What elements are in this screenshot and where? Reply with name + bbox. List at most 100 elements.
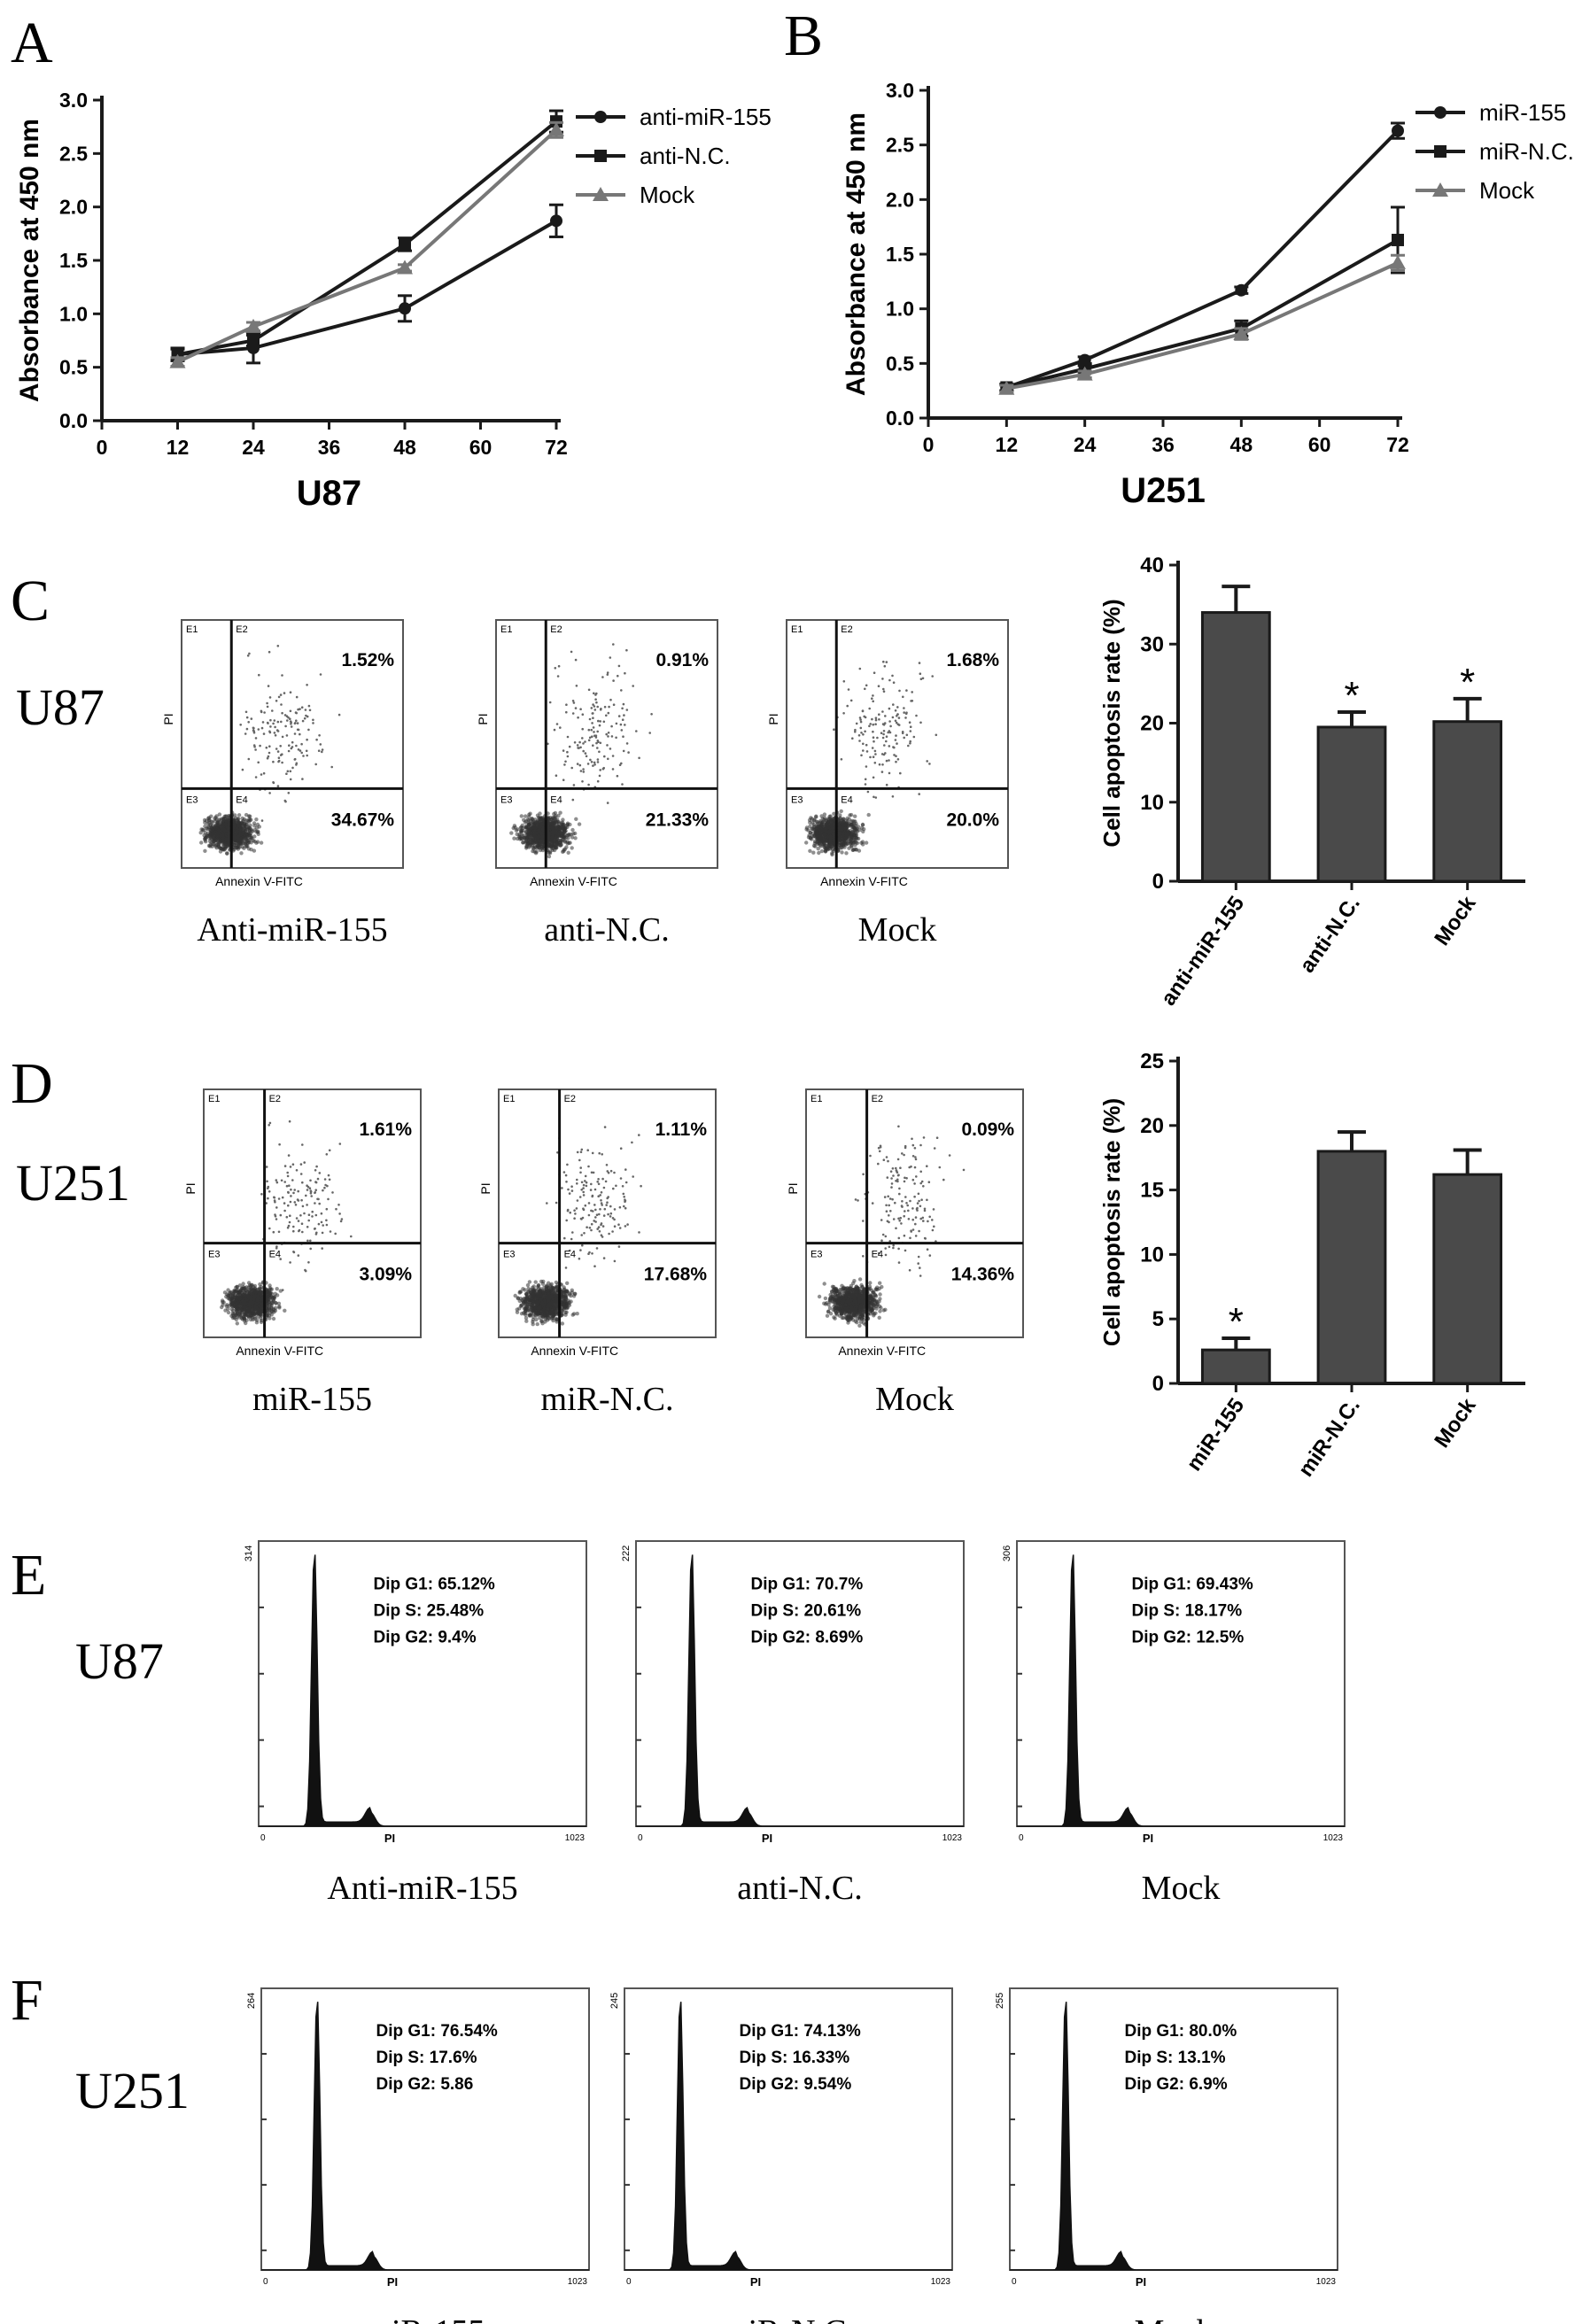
legend-label: Mock — [1479, 177, 1535, 204]
x-tick-label: 48 — [393, 436, 416, 459]
y-tick-label: 10 — [1140, 1243, 1164, 1267]
x-axis-label: Annexin V-FITC — [531, 1344, 618, 1358]
bar — [1316, 1150, 1387, 1385]
quadrant-label: E3 — [500, 794, 512, 805]
cycle-row-e: 314 Dip G1: 65.12% Dip S: 25.48% Dip G2: 9.… — [244, 1540, 1346, 1907]
g2-percent: Dip G2: 9.4% — [374, 1629, 477, 1647]
y-tick-label: 0 — [1152, 870, 1164, 894]
y-tick-label: 2.5 — [59, 142, 88, 165]
data-point — [397, 260, 413, 275]
lower-right-percent: 20.0% — [946, 810, 999, 830]
lower-right-percent: 17.68% — [644, 1265, 708, 1285]
upper-right-percent: 1.11% — [655, 1119, 708, 1140]
series-line — [1005, 129, 1400, 390]
data-point — [1233, 326, 1250, 341]
cycle-row-f: 264 Dip G1: 76.54% Dip S: 17.6% Dip G2: 5.8… — [246, 1987, 1338, 2324]
y-tick-label: 5 — [1152, 1307, 1164, 1331]
quadrant-label: E4 — [550, 794, 562, 805]
x-min-label: 0 — [263, 2277, 268, 2287]
y-max-label: 264 — [246, 1993, 257, 2009]
x-min-label: 0 — [1019, 1833, 1024, 1843]
x-max-label: 1023 — [1316, 2277, 1337, 2287]
dot-plot-Mock: E1 E2 E3 E4 1.68% 20.0% Annexin V-FITC PI Mock — [766, 619, 1009, 949]
data-point — [1392, 233, 1404, 246]
g1-percent: Dip G1: 65.12% — [374, 1576, 495, 1594]
s-percent: Dip S: 13.1% — [1125, 2049, 1226, 2067]
quadrant-label: E4 — [236, 794, 247, 805]
series-line — [177, 120, 558, 357]
lower-right-percent: 3.09% — [359, 1265, 412, 1285]
histogram-Mock: 255 Dip G1: 80.0% Dip S: 13.1% Dip G2: 6.9%… — [995, 1987, 1338, 2324]
g2-percent: Dip G2: 9.54% — [740, 2075, 852, 2094]
lower-right-percent: 14.36% — [951, 1265, 1015, 1285]
cell-cluster — [220, 1119, 353, 1326]
quadrant-label: E2 — [841, 624, 852, 635]
y-tick-label: 1.0 — [59, 302, 88, 325]
x-axis-label: PI — [387, 2275, 398, 2289]
quadrant-label: E2 — [550, 624, 562, 635]
legend-entry: anti-miR-155 — [576, 104, 772, 130]
data-point — [247, 334, 260, 347]
s-percent: Dip S: 25.48% — [374, 1602, 485, 1621]
g1-percent: Dip G1: 70.7% — [751, 1576, 864, 1594]
significance-mark: * — [1344, 674, 1359, 717]
dot-plot-miR-N.C.: E1 E2 E3 E4 1.11% 17.68% Annexin V-FITC PI miR-N… — [478, 1088, 717, 1418]
y-tick-label: 20 — [1140, 1114, 1164, 1138]
chart-b: 0.0 0.5 1.0 1.5 2.0 2.5 3.0 0 12 24 36 48 60 72 U251 Ab… — [842, 79, 1574, 510]
histogram-Anti-miR-155: 314 Dip G1: 65.12% Dip S: 25.48% Dip G2: 9.… — [244, 1540, 587, 1907]
x-max-label: 1023 — [931, 2277, 951, 2287]
y-tick-label: 25 — [1140, 1050, 1164, 1073]
sample-label: Mock — [1142, 1870, 1221, 1907]
chart-a: 0.0 0.5 1.0 1.5 2.0 2.5 3.0 0 12 24 36 48 60 72 U87 Abs… — [15, 89, 772, 513]
y-max-label: 255 — [995, 1993, 1005, 2009]
y-tick-label: 1.5 — [59, 249, 88, 272]
quadrant-label: E2 — [269, 1094, 281, 1104]
x-tick-label: 12 — [996, 433, 1019, 456]
category-label: miR-155 — [1183, 1394, 1250, 1476]
flow-row-c: E1 E2 E3 E4 1.52% 34.67% Annexin V-FITC PI Anti-… — [161, 619, 1009, 949]
upper-right-percent: 1.68% — [946, 650, 999, 670]
lower-right-percent: 21.33% — [646, 810, 710, 830]
s-percent: Dip S: 17.6% — [376, 2049, 477, 2067]
y-tick-label: 10 — [1140, 791, 1164, 815]
x-tick-label: 72 — [1386, 433, 1409, 456]
bar — [1432, 1173, 1503, 1385]
y-tick-label: 30 — [1140, 632, 1164, 656]
sample-label: anti-N.C. — [544, 911, 669, 949]
y-tick-label: 20 — [1140, 712, 1164, 736]
g1-percent: Dip G1: 80.0% — [1125, 2022, 1237, 2041]
x-axis-label: U251 — [1121, 471, 1206, 510]
bar — [1200, 1348, 1271, 1385]
data-point — [550, 214, 562, 228]
quadrant-label: E4 — [841, 794, 852, 805]
x-min-label: 0 — [260, 1833, 266, 1843]
bar-chart-d: 0 5 10 15 20 25 Cell apoptosis rate (%) * miR-15… — [1098, 1050, 1525, 1481]
data-point — [1235, 283, 1248, 297]
upper-right-percent: 0.91% — [655, 650, 709, 670]
data-point — [593, 187, 609, 201]
cell-cluster — [513, 1126, 642, 1327]
bar — [1200, 611, 1271, 883]
quadrant-label: E2 — [564, 1094, 576, 1104]
panel-label-f: F — [11, 1968, 43, 2033]
y-axis-label: Absorbance at 450 nm — [842, 112, 871, 396]
upper-right-percent: 0.09% — [961, 1119, 1014, 1140]
sample-label: Mock — [1135, 2313, 1214, 2324]
x-axis-label: PI — [750, 2275, 761, 2289]
x-tick-label: 36 — [318, 436, 341, 459]
sample-label: miR-N.C. — [541, 1381, 674, 1418]
quadrant-label: E3 — [503, 1250, 515, 1260]
sample-label: miR-155 — [365, 2313, 485, 2324]
legend-entry: Mock — [1415, 177, 1535, 204]
series-miR-N.C. — [999, 205, 1405, 394]
histogram-miR-155: 264 Dip G1: 76.54% Dip S: 17.6% Dip G2: 5.8… — [246, 1987, 590, 2324]
quadrant-label: E2 — [236, 624, 247, 635]
quadrant-label: E1 — [500, 624, 512, 635]
y-axis-label: PI — [476, 713, 490, 724]
x-max-label: 1023 — [568, 2277, 588, 2287]
series-Mock — [169, 120, 564, 368]
histogram-shape — [261, 2002, 589, 2271]
x-tick-label: 24 — [242, 436, 265, 459]
legend-entry: miR-155 — [1415, 99, 1566, 126]
